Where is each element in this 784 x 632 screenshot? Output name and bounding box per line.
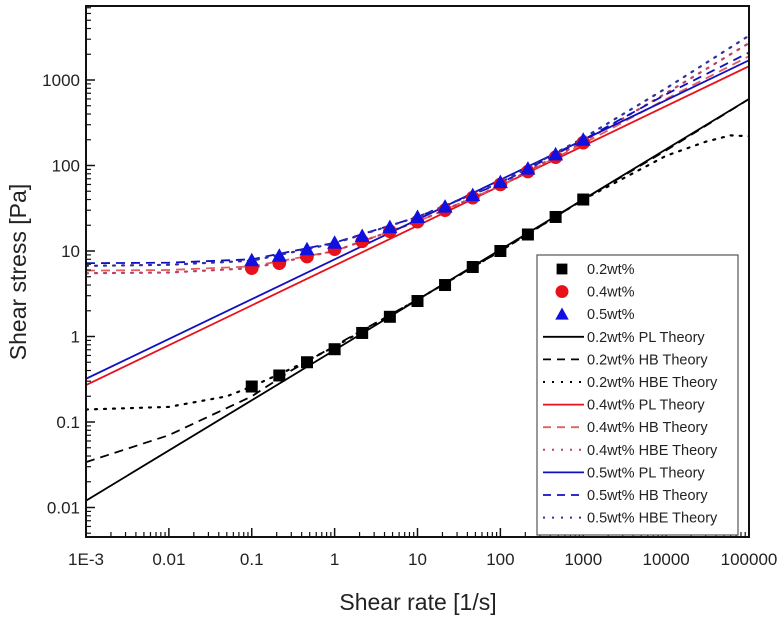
- series-line-0-5wt-hbe-theory: [86, 34, 749, 267]
- data-point-0-5wt: [244, 252, 260, 267]
- y-tick-label: 1: [71, 328, 80, 347]
- data-point-0-2wt: [273, 369, 286, 382]
- data-point-0-2wt: [245, 380, 258, 393]
- legend-label: 0.2wt%: [587, 262, 635, 278]
- y-tick-label: 100: [52, 157, 80, 176]
- data-point-0-5wt: [548, 146, 564, 161]
- legend-label: 0.2wt% HBE Theory: [587, 375, 718, 391]
- legend-label: 0.4wt% HBE Theory: [587, 443, 718, 459]
- data-point-0-2wt: [494, 245, 507, 257]
- series-line-0-2wt-hbe-theory: [86, 134, 749, 411]
- legend-label: 0.5wt% PL Theory: [587, 465, 705, 481]
- legend-marker-0-2wt: [556, 263, 568, 275]
- data-point-0-2wt: [300, 356, 313, 369]
- series-line-0-4wt-hbe-theory: [86, 41, 749, 275]
- data-point-0-2wt: [383, 310, 396, 323]
- data-point-0-5wt: [410, 209, 425, 223]
- data-point-0-5wt: [382, 219, 398, 234]
- legend-label: 0.2wt% PL Theory: [587, 330, 705, 346]
- data-point-0-5wt: [492, 174, 508, 189]
- legend-label: 0.5wt%: [587, 307, 635, 323]
- x-tick-label: 1000: [564, 550, 602, 569]
- legend-marker-0-5wt: [555, 307, 569, 320]
- data-point-0-5wt: [354, 228, 370, 242]
- data-point-0-2wt: [577, 193, 590, 206]
- y-tick-label: 10: [61, 242, 80, 261]
- data-point-0-2wt: [411, 295, 424, 308]
- data-point-0-5wt: [465, 187, 481, 202]
- data-point-0-2wt: [439, 279, 452, 292]
- x-tick-label: 100000: [721, 550, 778, 569]
- legend-label: 0.5wt% HB Theory: [587, 488, 708, 504]
- data-point-0-5wt: [327, 235, 343, 249]
- legend-label: 0.4wt% HB Theory: [587, 420, 708, 436]
- y-axis-title: Shear stress [Pa]: [5, 184, 31, 360]
- data-point-0-2wt: [328, 343, 341, 356]
- data-point-0-2wt: [356, 326, 369, 339]
- data-point-0-2wt: [466, 260, 479, 273]
- y-tick-label: 0.1: [56, 413, 80, 432]
- data-point-0-5wt: [575, 132, 591, 146]
- x-tick-label: 10: [408, 550, 427, 569]
- x-tick-label: 1E-3: [68, 550, 104, 569]
- legend-label: 0.4wt% PL Theory: [587, 398, 705, 414]
- series-layer: [86, 34, 749, 502]
- y-tick-label: 1000: [42, 71, 80, 90]
- legend-box: [536, 254, 739, 536]
- x-tick-label: 1: [330, 550, 339, 569]
- data-point-0-2wt: [521, 228, 534, 241]
- x-tick-label: 0.01: [152, 550, 185, 569]
- x-tick-label: 10000: [642, 550, 689, 569]
- x-tick-label: 0.1: [240, 550, 264, 569]
- x-axis-title: Shear rate [1/s]: [339, 589, 496, 615]
- data-point-0-5wt: [437, 199, 453, 213]
- data-point-0-2wt: [549, 210, 562, 223]
- x-tick-label: 100: [486, 550, 514, 569]
- data-point-0-5wt: [299, 241, 315, 256]
- y-tick-label: 0.01: [47, 499, 80, 518]
- legend-label: 0.5wt% HBE Theory: [587, 511, 718, 527]
- legend-label: 0.2wt% HB Theory: [587, 352, 708, 368]
- legend-label: 0.4wt%: [587, 285, 635, 301]
- legend-marker-0-4wt: [555, 285, 569, 299]
- legend: 0.2wt% 0.4wt% 0.5wt% 0.2wt% PL Theory 0.2wt%…: [536, 254, 739, 536]
- data-point-0-5wt: [271, 248, 287, 262]
- data-point-0-5wt: [520, 161, 536, 175]
